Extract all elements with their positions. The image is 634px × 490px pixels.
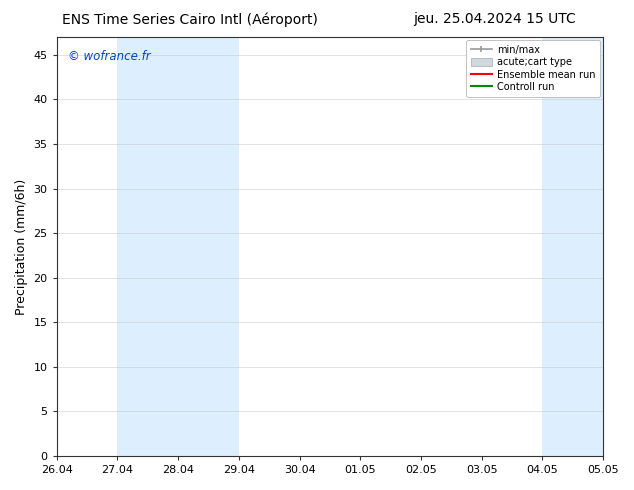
Bar xyxy=(543,37,633,456)
Text: jeu. 25.04.2024 15 UTC: jeu. 25.04.2024 15 UTC xyxy=(413,12,576,26)
Y-axis label: Precipitation (mm/6h): Precipitation (mm/6h) xyxy=(15,178,28,315)
Bar xyxy=(117,37,239,456)
Text: © wofrance.fr: © wofrance.fr xyxy=(68,49,150,63)
Text: ENS Time Series Cairo Intl (Aéroport): ENS Time Series Cairo Intl (Aéroport) xyxy=(62,12,318,27)
Legend: min/max, acute;cart type, Ensemble mean run, Controll run: min/max, acute;cart type, Ensemble mean … xyxy=(466,40,600,97)
